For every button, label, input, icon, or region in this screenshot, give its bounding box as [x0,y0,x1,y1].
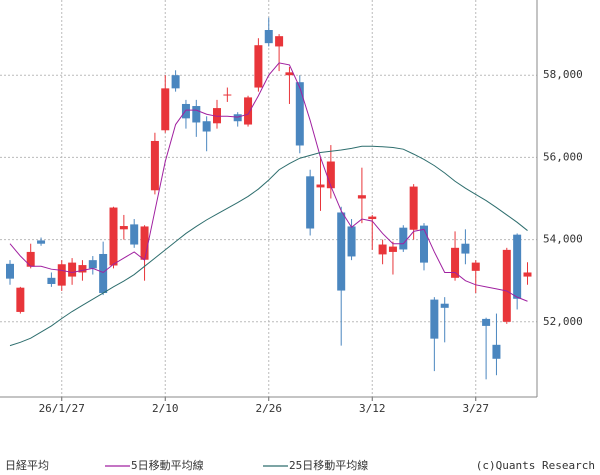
candle-body [471,262,480,271]
ma-line [9,62,528,302]
candle-body [326,161,335,189]
candle-body [57,264,66,286]
legend-label: 日経平均 [5,459,49,472]
candle-body [6,263,14,279]
candle-body [492,344,501,359]
candle-body [399,227,408,250]
candle-body [306,176,315,229]
candle-body [430,299,439,339]
candle-body [150,140,159,191]
legend-label: 5日移動平均線 [131,458,204,472]
candle-body [285,72,294,76]
candle-body [244,97,253,125]
candle-body [223,94,232,96]
x-tick-label: 26/1/27 [39,402,85,415]
candle-body [119,226,128,230]
candle-body [368,216,377,220]
candle-body [275,36,284,47]
candle-body [213,108,221,124]
candle-body [140,226,149,260]
y-tick-label: 54,000 [543,233,583,246]
candle-body [78,265,87,273]
candle-body [388,246,397,252]
y-tick-label: 58,000 [543,68,583,81]
candle-body [409,186,418,230]
candle-body [513,234,522,299]
candle-body [357,195,366,199]
candle-body [254,45,263,88]
candle-body [233,114,242,122]
candle-body [440,303,449,308]
y-tick-label: 56,000 [543,150,583,163]
candle-body [337,212,346,291]
legend-label: 25日移動平均線 [289,458,368,472]
candle-body [461,243,470,254]
candle-body [181,103,190,119]
candle-body [16,287,25,312]
candle-body [482,318,491,326]
candle-body [420,225,428,263]
candle-body [171,75,180,89]
candle-body [502,249,511,322]
candle-body [202,121,211,132]
candle-body [378,244,387,255]
candle-body [192,106,201,123]
candle-body [88,260,97,269]
candle-body [316,184,325,188]
candle-body [47,277,56,284]
x-tick-label: 3/27 [463,402,490,415]
candle-body [264,30,273,44]
candle-body [161,88,170,131]
candle-body [99,253,108,294]
candle-body [130,224,139,245]
candle-body [37,240,46,244]
candle-body [347,226,356,257]
candle-body [109,207,118,266]
candle-body [451,247,460,278]
candle-body [26,251,35,267]
ma-line [9,145,528,347]
candle-body [523,272,532,277]
candle-body [295,82,304,146]
candle-body [68,262,77,277]
x-tick-label: 2/26 [256,402,283,415]
y-tick-label: 52,000 [543,315,583,328]
x-tick-label: 2/10 [152,402,179,415]
x-tick-label: 3/12 [359,402,386,415]
source: (c)Quants Research [476,459,595,472]
